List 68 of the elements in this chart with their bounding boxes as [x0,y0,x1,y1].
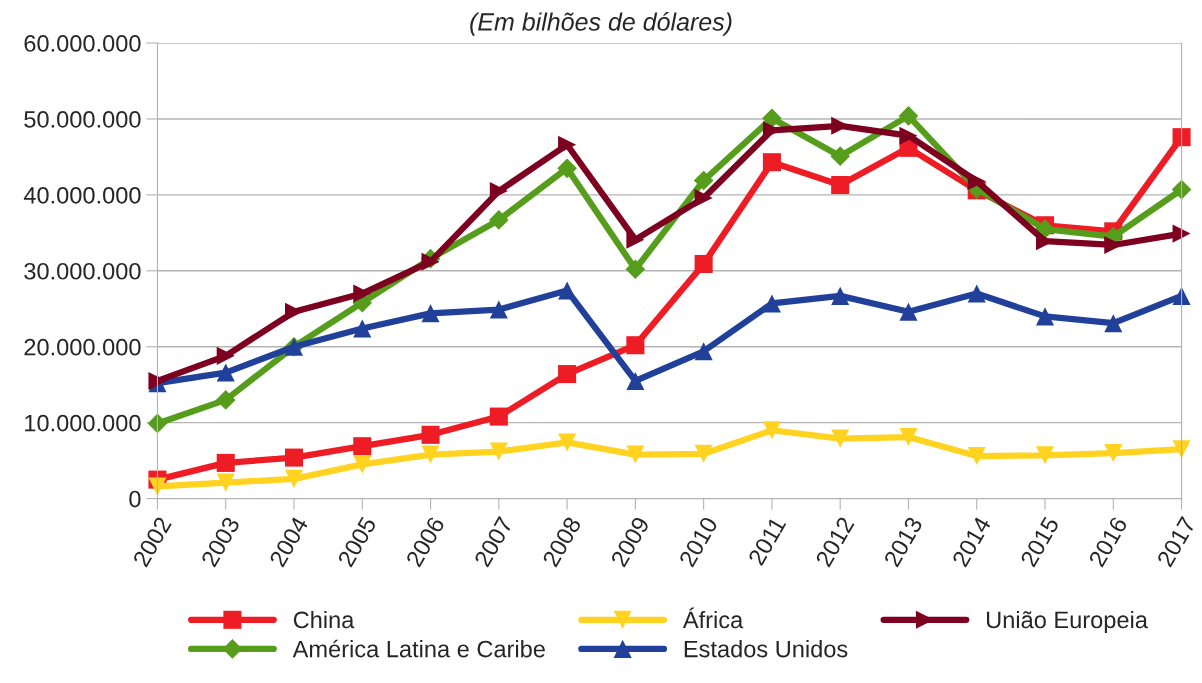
point [693,170,714,191]
point [1104,314,1123,333]
legend-label: Estados Unidos [684,640,848,658]
point [284,302,304,321]
point [489,407,508,426]
point [558,281,577,300]
point [489,300,508,319]
point [216,473,235,492]
legend-label: União Europeia [986,610,1148,633]
chart-title: (Em bilhões de dólares) [470,12,732,36]
point [1172,128,1191,147]
point [284,448,304,467]
point [1035,307,1055,326]
point [899,302,918,321]
point [489,442,508,461]
point [284,469,304,488]
point [626,445,645,464]
point [353,455,372,474]
y-tick-label: 50.000.000 [24,111,141,128]
point [694,254,713,273]
point [421,425,440,444]
y-tick-label: 40.000.000 [23,186,141,204]
point [967,284,986,303]
point [694,342,713,361]
point [831,175,850,195]
y-tick-label: 10.000.000 [25,414,141,432]
point [353,284,372,303]
point [898,106,919,126]
point [489,210,509,230]
point [1035,446,1055,465]
point [830,146,851,166]
point [216,453,235,472]
y-tick-label: 60.000.000 [24,35,141,52]
point [148,477,167,496]
point [421,304,440,323]
point [353,437,372,456]
legend-label: América Latina e Caribe [292,639,545,658]
legend-label: África [682,607,744,629]
point [1104,444,1123,463]
point [421,445,440,464]
y-tick-label: 20.000.000 [24,338,141,356]
point [762,108,782,129]
point [967,447,986,466]
point [558,365,577,384]
point [625,259,646,280]
point [762,421,781,440]
point [216,363,235,382]
y-tick-label: 30.000.000 [24,262,141,280]
legend-label: China [293,610,355,629]
point [762,153,781,172]
point [694,444,713,463]
point [831,286,850,305]
point [899,428,918,447]
y-tick-label: 0 [129,490,141,508]
point [762,294,781,313]
point [831,429,850,448]
point [216,346,235,365]
point [626,336,645,355]
point [694,188,713,207]
point [353,319,372,338]
point [558,135,577,154]
point [626,230,645,249]
point [899,126,918,145]
point [967,172,986,191]
point [558,433,577,452]
point [215,390,236,410]
point [557,158,577,179]
point [626,371,645,390]
